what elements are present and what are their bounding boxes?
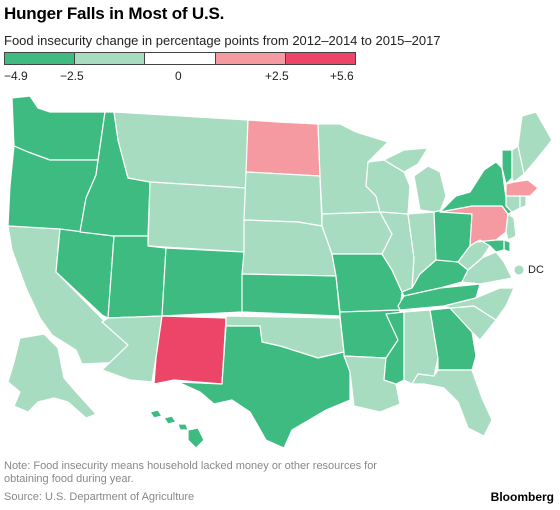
state-connecticut bbox=[505, 195, 521, 213]
state-alaska bbox=[7, 333, 97, 419]
state-hawaii bbox=[149, 409, 205, 449]
state-washington bbox=[11, 95, 106, 161]
state-iowa bbox=[321, 211, 393, 255]
legend-tick-max: +5.6 bbox=[330, 69, 354, 83]
map-subtitle: Food insecurity change in percentage poi… bbox=[4, 33, 441, 48]
state-michigan-upper bbox=[383, 147, 429, 173]
footnote: Note: Food insecurity means household la… bbox=[4, 460, 377, 485]
dc-label: DC bbox=[528, 264, 544, 276]
legend-bin-decrease bbox=[75, 53, 146, 64]
state-new-hampshire bbox=[511, 145, 525, 183]
state-michigan bbox=[413, 165, 447, 213]
bloomberg-logo: Bloomberg bbox=[490, 490, 554, 504]
legend-bin-strong-increase bbox=[285, 53, 356, 64]
state-colorado bbox=[161, 247, 245, 317]
state-rhode-island bbox=[519, 195, 527, 209]
state-delaware bbox=[503, 239, 511, 253]
state-north-dakota bbox=[245, 119, 321, 177]
legend-tick-min: −4.9 bbox=[4, 69, 28, 83]
state-maine bbox=[517, 111, 553, 175]
state-florida bbox=[411, 369, 493, 437]
state-montana bbox=[113, 111, 249, 189]
legend-bin-increase bbox=[215, 53, 286, 64]
source-credit: Source: U.S. Department of Agriculture bbox=[4, 491, 195, 503]
legend-bin-no-change bbox=[145, 53, 216, 64]
state-vermont bbox=[501, 149, 513, 185]
state-kansas bbox=[241, 273, 341, 317]
legend-bin-strong-decrease bbox=[5, 53, 76, 64]
state-nebraska bbox=[241, 219, 337, 277]
state-utah bbox=[107, 235, 167, 319]
state-north-carolina bbox=[443, 287, 515, 321]
state-south-dakota bbox=[243, 171, 323, 227]
legend-tick-low: −2.5 bbox=[60, 69, 84, 83]
state-new-york bbox=[439, 161, 513, 215]
us-map bbox=[7, 95, 553, 449]
dc-marker bbox=[514, 265, 524, 275]
state-tennessee bbox=[397, 283, 481, 311]
state-maryland bbox=[475, 239, 505, 253]
state-massachusetts bbox=[505, 179, 539, 197]
map-title: Hunger Falls in Most of U.S. bbox=[4, 4, 225, 23]
legend-tick-zero: 0 bbox=[175, 69, 182, 83]
legend-tick-high: +2.5 bbox=[265, 69, 289, 83]
legend-bar bbox=[4, 52, 356, 65]
state-wyoming bbox=[147, 181, 247, 253]
state-new-jersey bbox=[505, 213, 517, 241]
state-new-mexico bbox=[153, 315, 227, 385]
state-texas bbox=[177, 325, 351, 449]
